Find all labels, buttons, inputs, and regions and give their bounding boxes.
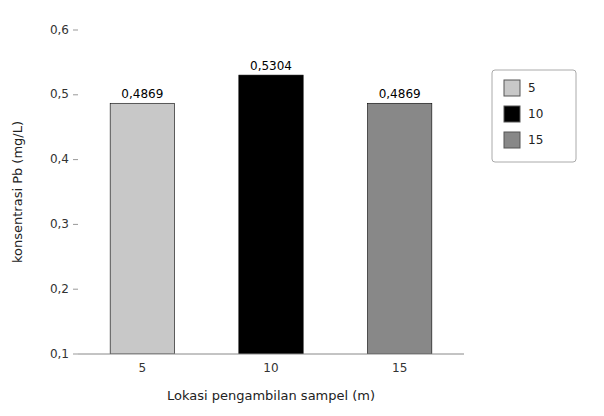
legend-swatch: [504, 106, 520, 122]
bars: [110, 75, 432, 354]
y-axis-title: konsentrasi Pb (mg/L): [10, 121, 25, 263]
y-tick-label: 0,6: [50, 23, 69, 37]
background: [0, 0, 604, 416]
legend-label: 10: [528, 107, 543, 121]
x-tick-label: 10: [263, 361, 278, 375]
x-axis-line: [78, 354, 464, 355]
y-tick: [73, 289, 78, 290]
y-axis: 0,1 0,2 0,3 0,4 0,5 0,6: [50, 23, 78, 361]
data-label: 0,4869: [379, 87, 421, 101]
legend-swatch: [504, 132, 520, 148]
y-tick: [73, 224, 78, 225]
legend-swatch: [504, 80, 520, 96]
bar: [239, 75, 303, 354]
x-tick-label: 15: [392, 361, 407, 375]
legend: 5 10 15: [492, 70, 576, 162]
legend-label: 15: [528, 133, 543, 147]
y-tick-label: 0,1: [50, 347, 69, 361]
y-tick: [73, 94, 78, 95]
data-labels: 0,4869 0,5304 0,4869: [121, 59, 420, 101]
bar: [110, 103, 174, 354]
y-tick: [73, 30, 78, 31]
y-tick-label: 0,4: [50, 152, 69, 166]
y-tick: [73, 159, 78, 160]
bar: [368, 103, 432, 354]
x-tick-label: 5: [139, 361, 147, 375]
y-tick: [73, 354, 78, 355]
legend-label: 5: [528, 81, 536, 95]
x-axis-title: Lokasi pengambilan sampel (m): [167, 388, 375, 403]
legend-frame: [492, 70, 576, 162]
y-tick-label: 0,2: [50, 282, 69, 296]
data-label: 0,5304: [250, 59, 292, 73]
chart: 0,1 0,2 0,3 0,4 0,5 0,6 0,4869 0,5304 0,4869 5 10 1…: [0, 0, 604, 416]
data-label: 0,4869: [121, 87, 163, 101]
y-tick-label: 0,5: [50, 87, 69, 101]
y-tick-label: 0,3: [50, 217, 69, 231]
x-axis: 5 10 15: [78, 354, 464, 375]
